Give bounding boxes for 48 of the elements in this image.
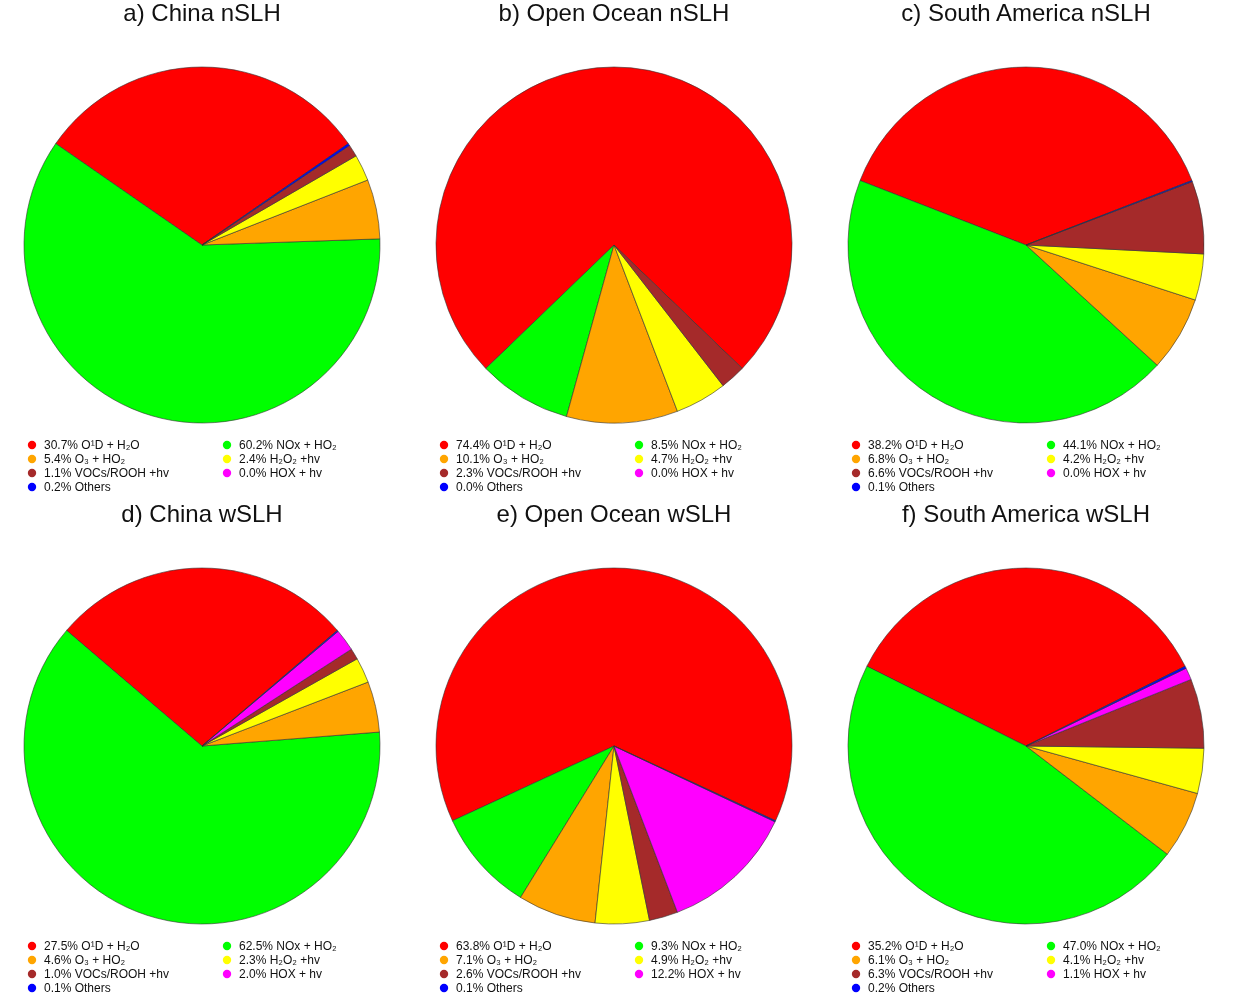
chart-title: d) China wSLH xyxy=(121,500,283,527)
legend-label: 47.0% NOx + HO₂ xyxy=(1063,939,1162,953)
legend-label: 4.2% H₂O₂ +hv xyxy=(1063,452,1145,466)
legend-label: 62.5% NOx + HO₂ xyxy=(239,939,338,953)
legend-label: 8.5% NOx + HO₂ xyxy=(651,438,743,452)
legend-label: 0.2% Others xyxy=(44,480,111,494)
chart-title: e) Open Ocean wSLH xyxy=(496,500,732,527)
legend-label: 0.2% Others xyxy=(868,981,935,995)
legend-label: 2.3% H₂O₂ +hv xyxy=(239,953,321,967)
legend-label: 9.3% NOx + HO₂ xyxy=(651,939,743,953)
legend-label: 6.6% VOCs/ROOH +hv xyxy=(868,466,994,480)
chart-title: f) South America wSLH xyxy=(901,500,1151,527)
legend-label: 74.4% O¹D + H₂O xyxy=(456,438,552,452)
legend-label: 0.0% HOX + hv xyxy=(651,466,735,480)
chart-title: a) China nSLH xyxy=(123,0,281,26)
legend-label: 6.8% O₃ + HO₂ xyxy=(868,452,950,466)
legend-label: 0.0% HOX + hv xyxy=(239,466,323,480)
legend-label: 2.6% VOCs/ROOH +hv xyxy=(456,967,582,981)
legend-label: 6.1% O₃ + HO₂ xyxy=(868,953,950,967)
legend-label: 0.0% HOX + hv xyxy=(1063,466,1147,480)
legend-label: 2.3% VOCs/ROOH +hv xyxy=(456,466,582,480)
legend-label: 4.6% O₃ + HO₂ xyxy=(44,953,126,967)
legend-label: 6.3% VOCs/ROOH +hv xyxy=(868,967,994,981)
legend-label: 0.0% Others xyxy=(456,480,523,494)
legend-label: 30.7% O¹D + H₂O xyxy=(44,438,140,452)
legend-label: 0.1% Others xyxy=(44,981,111,995)
legend-label: 60.2% NOx + HO₂ xyxy=(239,438,338,452)
legend-label: 1.1% HOX + hv xyxy=(1063,967,1147,981)
legend-label: 1.1% VOCs/ROOH +hv xyxy=(44,466,170,480)
legend-label: 27.5% O¹D + H₂O xyxy=(44,939,140,953)
legend-label: 7.1% O₃ + HO₂ xyxy=(456,953,538,967)
legend-label: 1.0% VOCs/ROOH +hv xyxy=(44,967,170,981)
legend-label: 0.1% Others xyxy=(456,981,523,995)
legend-label: 5.4% O₃ + HO₂ xyxy=(44,452,126,466)
legend-label: 4.1% H₂O₂ +hv xyxy=(1063,953,1145,967)
legend-label: 4.7% H₂O₂ +hv xyxy=(651,452,733,466)
legend-label: 12.2% HOX + hv xyxy=(651,967,741,981)
legend-label: 2.0% HOX + hv xyxy=(239,967,323,981)
legend-label: 35.2% O¹D + H₂O xyxy=(868,939,964,953)
legend-label: 63.8% O¹D + H₂O xyxy=(456,939,552,953)
legend-label: 10.1% O₃ + HO₂ xyxy=(456,452,545,466)
legend-label: 2.4% H₂O₂ +hv xyxy=(239,452,321,466)
legend-label: 44.1% NOx + HO₂ xyxy=(1063,438,1162,452)
legend-label: 38.2% O¹D + H₂O xyxy=(868,438,964,452)
legend-label: 0.1% Others xyxy=(868,480,935,494)
chart-title: b) Open Ocean nSLH xyxy=(498,0,730,26)
legend-label: 4.9% H₂O₂ +hv xyxy=(651,953,733,967)
chart-title: c) South America nSLH xyxy=(901,0,1151,26)
